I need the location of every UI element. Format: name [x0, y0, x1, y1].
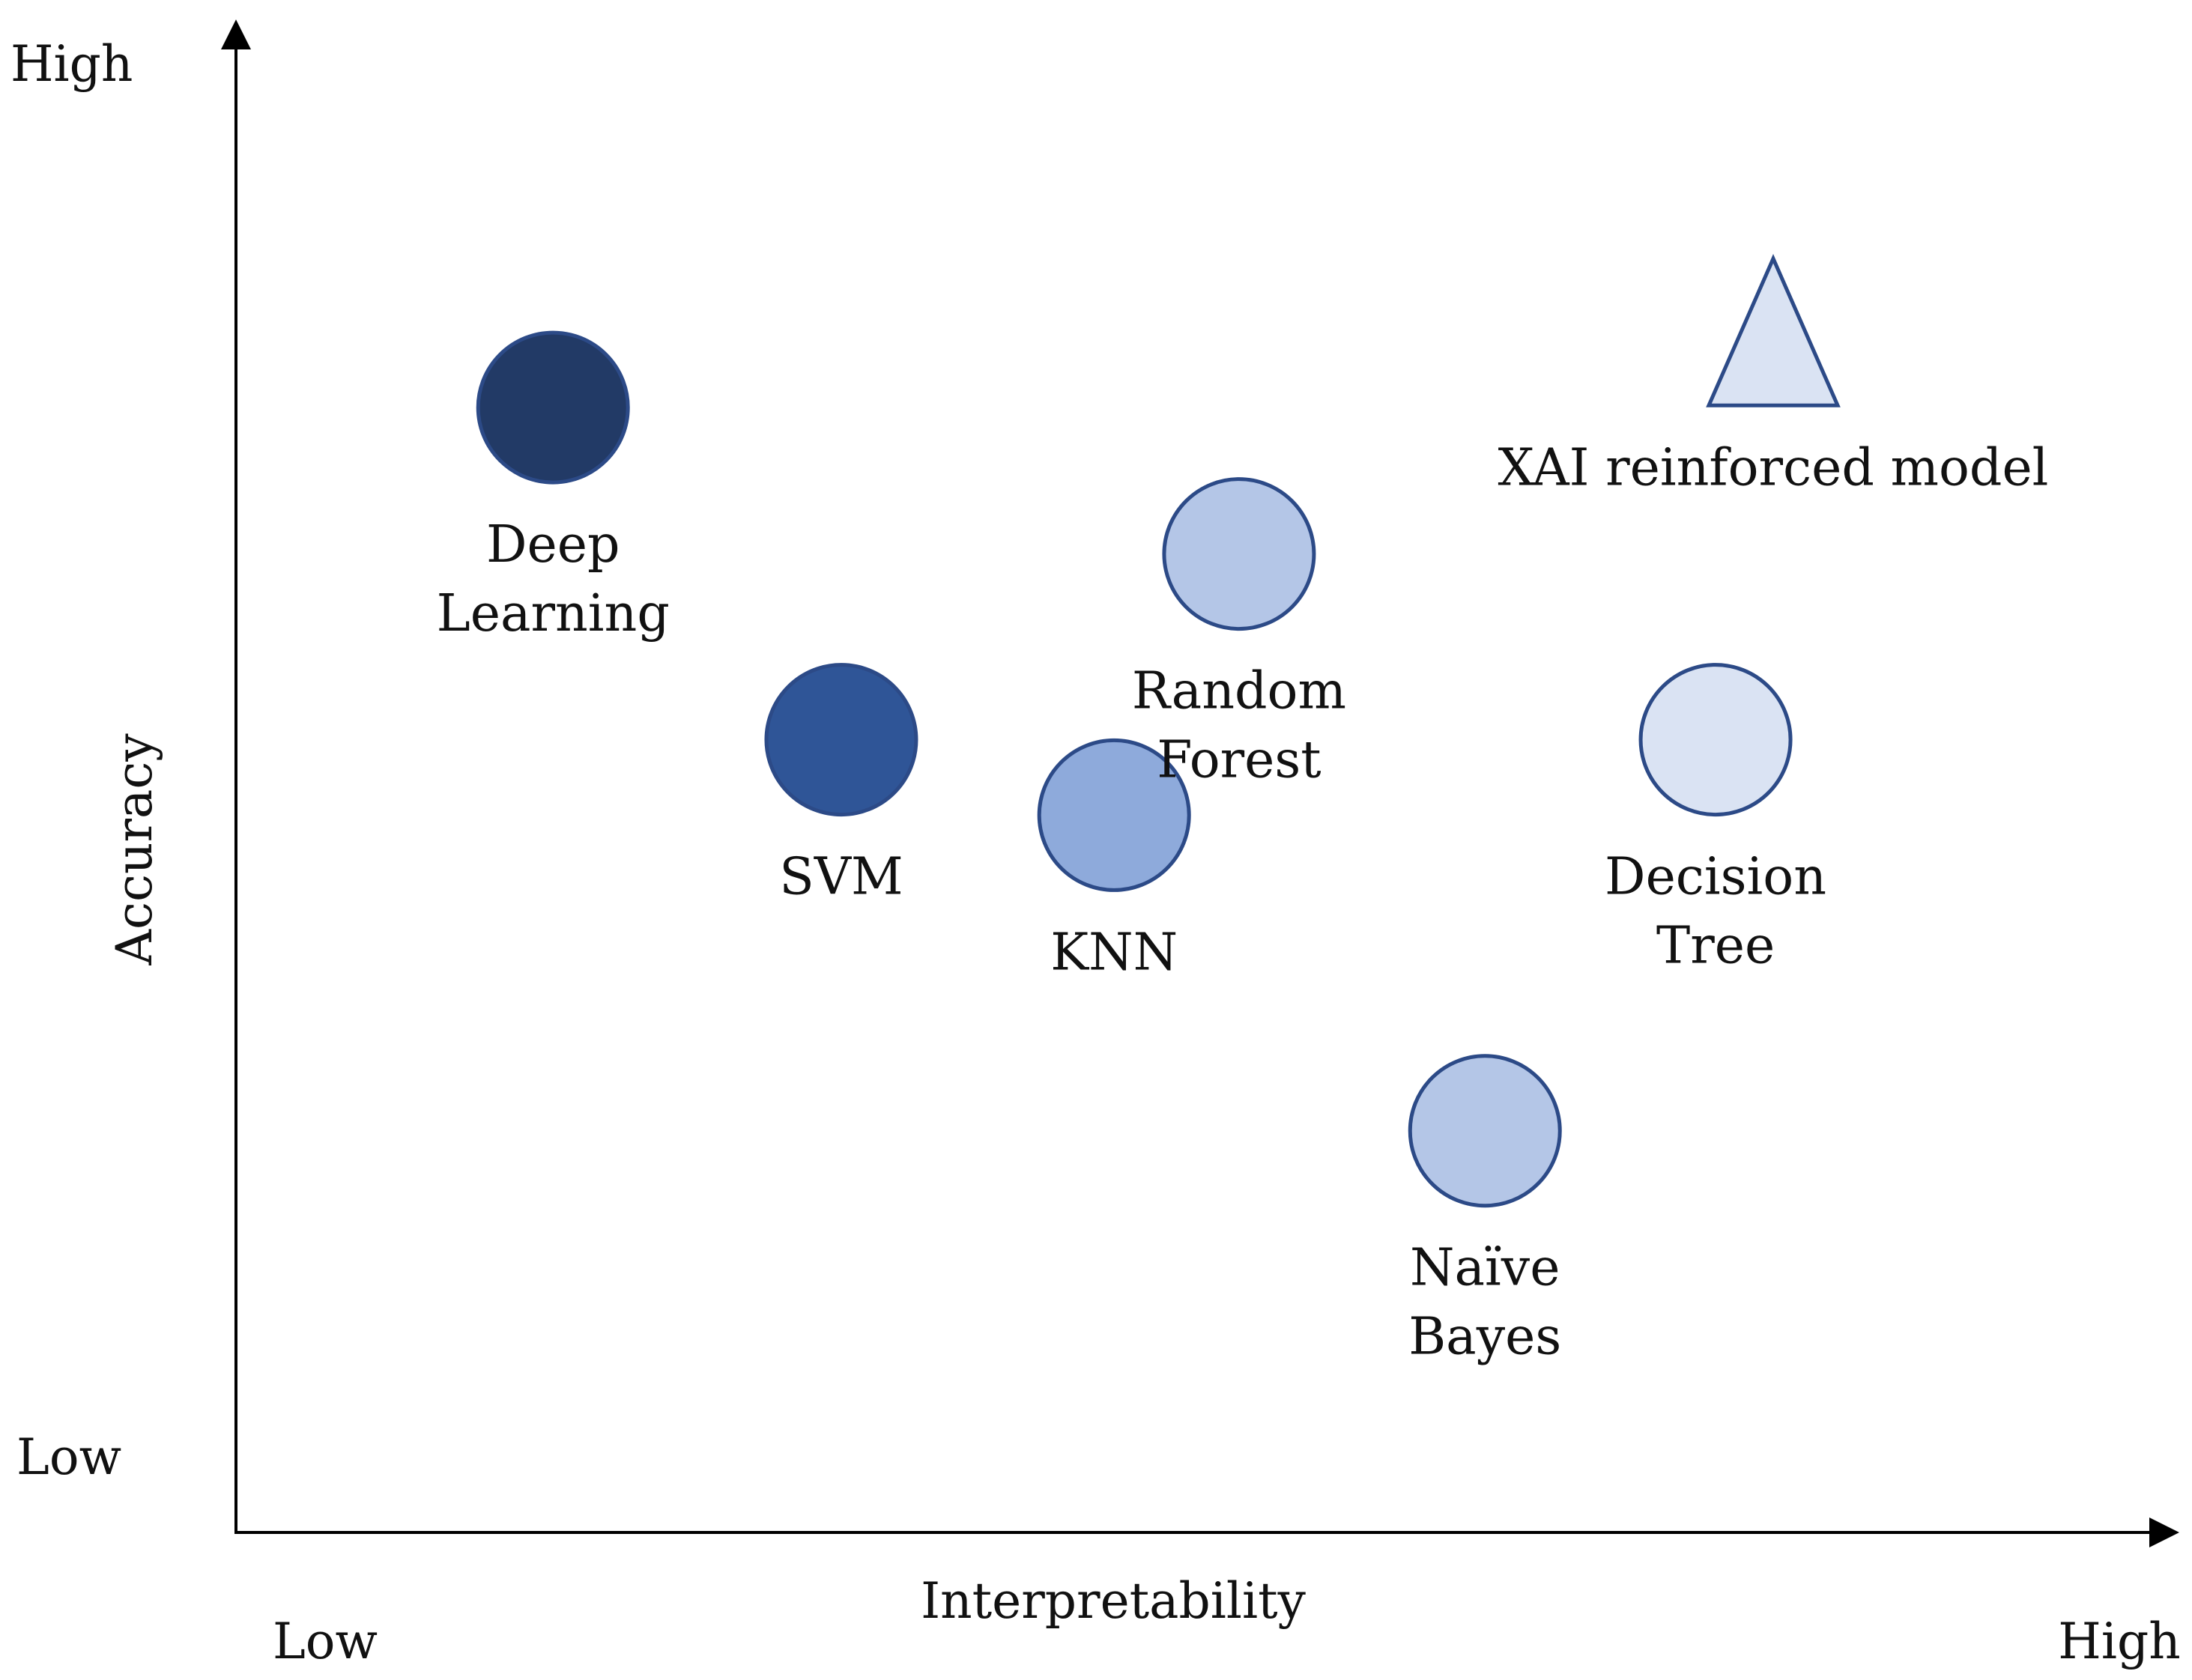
point-xai-reinforced-model	[1706, 254, 1841, 407]
data-marks: Deep Learning SVM KNN Random Forest Decision Tr…	[437, 254, 2049, 1367]
point-label-line: Learning	[437, 584, 670, 643]
x-high-label: High	[2058, 1613, 2180, 1670]
point-label-decision-tree: Decision Tree	[1605, 848, 1826, 976]
point-label-line: Bayes	[1408, 1308, 1561, 1367]
point-label-xai-reinforced-model: XAI reinforced model	[1498, 438, 2049, 497]
point-label-random-forest: Random Forest	[1132, 662, 1346, 790]
point-label-line: Naïve	[1410, 1239, 1560, 1298]
point-label-naive-bayes: Naïve Bayes	[1408, 1239, 1561, 1367]
point-random-forest	[1162, 477, 1316, 631]
point-label-line: Tree	[1656, 917, 1775, 976]
point-deep-learning	[476, 330, 630, 485]
point-label-knn: KNN	[1050, 923, 1178, 982]
point-label-line: SVM	[779, 848, 903, 907]
point-label-line: Forest	[1157, 731, 1321, 790]
point-label-svm: SVM	[779, 848, 903, 907]
point-label-line: Deep	[486, 515, 620, 574]
x-low-label: Low	[273, 1613, 378, 1670]
point-naive-bayes	[1408, 1054, 1562, 1208]
point-label-line: Random	[1132, 662, 1346, 721]
point-label-line: XAI reinforced model	[1498, 438, 2049, 497]
point-label-deep-learning: Deep Learning	[437, 515, 670, 643]
point-knn	[1037, 738, 1191, 892]
point-label-line: KNN	[1050, 923, 1178, 982]
y-low-label: Low	[16, 1428, 121, 1486]
point-svm	[764, 663, 918, 817]
point-label-line: Decision	[1605, 848, 1826, 907]
y-axis-title: Accuracy	[106, 733, 163, 966]
y-high-label: High	[10, 35, 133, 93]
x-axis-title: Interpretability	[921, 1572, 1307, 1630]
point-decision-tree	[1638, 663, 1793, 817]
